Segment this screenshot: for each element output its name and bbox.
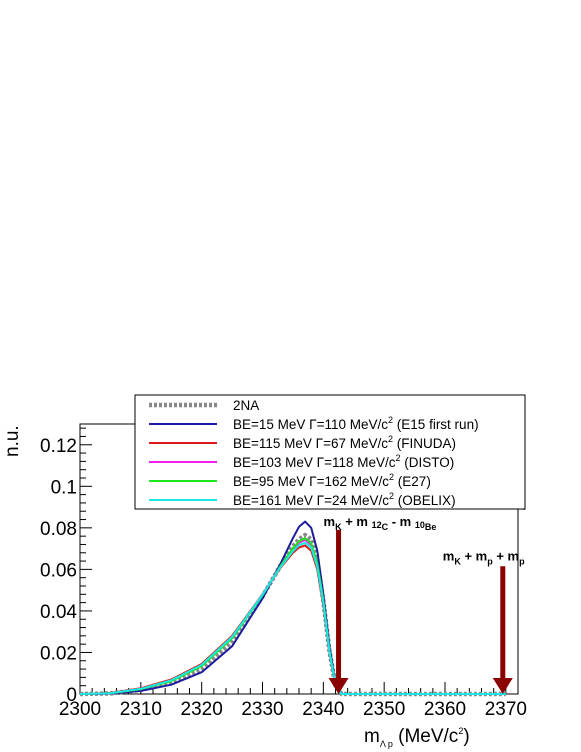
x-tick-label: 2340 [302,699,344,720]
x-tick-label: 2330 [241,699,283,720]
legend-label-0: 2NA [233,398,259,413]
x-tick-label: 2350 [363,699,405,720]
legend-label-2: BE=115 MeV Γ=67 MeV/c2 (FINUDA) [233,434,456,451]
legend-label-3: BE=103 MeV Γ=118 MeV/c2 (DISTO) [233,453,454,470]
x-tick-label: 2320 [181,699,223,720]
x-tick-label: 2300 [59,699,101,720]
legend-label-5: BE=161 MeV Γ=24 MeV/c2 (OBELIX) [233,491,456,508]
legend-box [134,394,526,510]
annotations: mK + m 12C - m 10Be mK + mp + mp [324,514,525,694]
legend-label-4: BE=95 MeV Γ=162 MeV/c2 (E27) [233,472,431,489]
x-axis-title: mΛ p (MeV/c2) [364,726,470,749]
y-tick-label: 0 [66,685,77,706]
x-tick-label: 2360 [424,699,466,720]
axes: 2300 2310 2320 2330 2340 2350 2360 2370 0 0.02 0.0… [2,423,527,749]
annotation-label-0: mK + m 12C - m 10Be [324,514,437,532]
y-tick-label: 0.04 [40,602,77,623]
y-tick-label: 0.1 [51,477,77,498]
y-axis-title: n.u. [2,425,23,457]
y-tick-label: 0.02 [40,643,77,664]
curves [79,520,506,697]
x-tick-label: 2310 [120,699,162,720]
curve-5 [79,541,506,695]
y-tick-label: 0.06 [40,560,77,581]
legend-label-1: BE=15 MeV Γ=110 MeV/c2 (E15 first run) [233,415,479,432]
y-tick-label: 0.08 [40,519,77,540]
annotation-label-1: mK + mp + mp [443,548,525,566]
arrow-head-0 [328,678,349,694]
y-tick-label: 0.12 [40,436,77,457]
arrow-head-1 [492,678,513,694]
curve-2 [79,544,506,695]
x-tick-label: 2370 [485,699,527,720]
legend: 2NA BE=15 MeV Γ=110 MeV/c2 (E15 first run… [134,394,526,510]
